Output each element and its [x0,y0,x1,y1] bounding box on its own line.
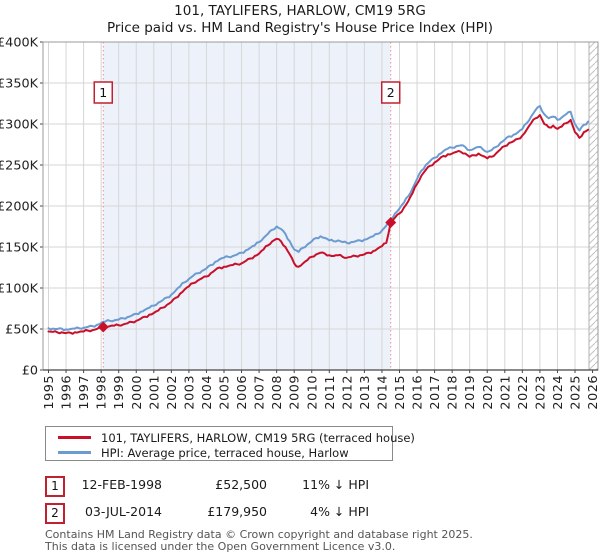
x-tick-label: 2001 [147,375,162,410]
legend-swatch-property [58,436,91,439]
sale-marker-2 [385,216,397,228]
x-tick-label: 2003 [182,375,197,410]
x-tick-label: 2012 [340,375,355,410]
transaction-row-1: 1 12-FEB-1998 £52,500 11% ↓ HPI [0,476,600,497]
legend-item-property: 101, TAYLIFERS, HARLOW, CM19 5RG (terrac… [58,430,415,445]
x-tick-label: 2016 [411,375,426,410]
y-tick-label: £300K [0,118,39,133]
transaction-2-date: 03-JUL-2014 [84,504,162,519]
x-tick-label: 1995 [42,375,57,410]
y-tick-label: £200K [0,200,39,215]
event-label-box-1 [93,81,114,104]
y-tick-label: £50K [5,323,38,338]
x-tick-label: 2022 [516,375,531,410]
x-tick-label: 2008 [270,375,285,410]
transaction-2-hpi-note: 4% ↓ HPI [310,504,369,519]
event-label-box-2 [380,81,401,104]
y-tick-label: £250K [0,159,39,174]
y-tick-label: £0 [22,364,38,379]
x-tick-label: 2019 [463,375,478,410]
x-tick-label: 2021 [498,375,513,410]
footer-line-2: This data is licensed under the Open Gov… [45,539,396,553]
x-tick-label: 2006 [235,375,250,410]
x-tick-label: 2002 [165,375,180,410]
x-tick-label: 2010 [305,375,320,410]
transaction-1-number-badge: 1 [45,476,65,497]
transaction-2-price: £179,950 [207,504,267,519]
legend: 101, TAYLIFERS, HARLOW, CM19 5RG (terrac… [45,426,415,461]
x-tick-label: 2025 [569,375,584,410]
x-tick-label: 2023 [533,375,548,410]
x-tick-label: 2004 [200,375,215,410]
x-tick-label: 2009 [288,375,303,410]
x-tick-label: 1999 [112,375,127,410]
copyright-footer: Contains HM Land Registry data © Crown c… [45,529,473,552]
footer-line-1: Contains HM Land Registry data © Crown c… [45,528,473,541]
series-line-property [47,114,590,335]
legend-label-property: 101, TAYLIFERS, HARLOW, CM19 5RG (terrac… [101,430,415,445]
sale-marker-1 [97,321,109,333]
transaction-row-2: 2 03-JUL-2014 £179,950 4% ↓ HPI [0,503,600,524]
chart-subtitle: Price paid vs. HM Land Registry's House … [107,20,493,36]
x-tick-label: 2015 [393,375,408,410]
transaction-1-price: £52,500 [215,477,267,492]
x-tick-label: 2026 [586,375,600,410]
x-tick-label: 1996 [60,375,75,410]
y-tick-label: £400K [0,36,39,51]
transaction-1-hpi-note: 11% ↓ HPI [302,477,369,492]
x-tick-label: 2005 [218,375,233,410]
x-tick-label: 2000 [130,375,145,410]
legend-label-hpi: HPI: Average price, terraced house, Harl… [101,445,349,460]
x-tick-label: 2011 [323,375,338,410]
x-tick-label: 2020 [481,375,496,410]
legend-item-hpi: HPI: Average price, terraced house, Harl… [58,445,392,460]
x-tick-label: 2014 [375,375,390,410]
y-tick-label: £100K [0,282,39,297]
event-label-text-1: 1 [99,85,107,100]
future-hatch-band [589,42,598,370]
series-line-hpi [47,105,590,332]
chart-title: 101, TAYLIFERS, HARLOW, CM19 5RG [174,3,426,19]
x-tick-label: 2013 [358,375,373,410]
transaction-2-number-badge: 2 [45,503,65,524]
legend-swatch-hpi [58,451,91,454]
x-tick-label: 1998 [95,375,110,410]
x-tick-label: 2017 [428,375,443,410]
price-history-chart: 1 2 £0 £50K £100K £150K £200K £250K £300K £350K £4… [0,36,600,410]
y-tick-label: £350K [0,77,39,92]
event-label-text-2: 2 [387,85,395,100]
transaction-1-date: 12-FEB-1998 [81,477,162,492]
x-tick-label: 2007 [253,375,268,410]
x-tick-label: 1997 [77,375,92,410]
x-tick-label: 2024 [551,375,566,410]
y-tick-label: £150K [0,241,39,256]
x-tick-label: 2018 [446,375,461,410]
